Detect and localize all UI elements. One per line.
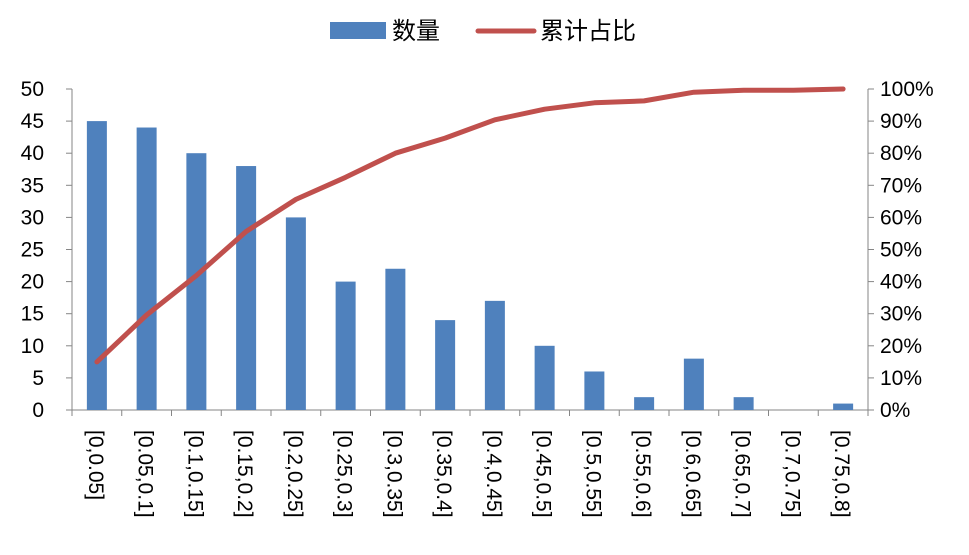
right-tick-label: 40% — [880, 271, 922, 294]
left-tick-label: 35 — [21, 174, 44, 197]
left-tick-label: 15 — [21, 303, 44, 326]
left-tick-label: 45 — [21, 110, 44, 133]
right-tick-label: 50% — [880, 239, 922, 262]
x-tick-label: [0.05,0.1] — [134, 430, 157, 518]
bar — [86, 121, 107, 410]
bar — [236, 166, 257, 410]
x-tick-label: [0.4,0.45] — [482, 430, 505, 518]
legend: 数量 累计占比 — [330, 17, 636, 45]
right-tick-label: 30% — [880, 303, 922, 326]
x-tick-label: [0.3,0.35] — [382, 430, 405, 518]
x-tick-label: [0.6,0.65] — [681, 430, 704, 518]
bar — [634, 397, 655, 410]
bar — [335, 281, 356, 410]
bar — [385, 268, 406, 410]
bar — [484, 300, 505, 410]
x-tick-label: [0,0.05] — [84, 430, 107, 500]
bar — [683, 358, 704, 410]
x-tick-label: [0.15,0.2] — [233, 430, 256, 518]
bar — [285, 217, 306, 410]
right-tick-label: 70% — [880, 174, 922, 197]
left-tick-label: 0 — [32, 399, 44, 422]
x-tick-label: [0.5,0.55] — [581, 430, 604, 518]
left-tick-label: 25 — [21, 239, 44, 262]
bar — [186, 153, 207, 410]
right-tick-label: 20% — [880, 335, 922, 358]
x-tick-label: [0.7,0.75] — [780, 430, 803, 518]
right-tick-label: 10% — [880, 367, 922, 390]
x-tick-label: [0.25,0.3] — [333, 430, 356, 518]
tick-labels: 0 5 10 15 20 25 30 35 40 45 50 0% 10% 20% 30% 40% 50% 60%… — [21, 78, 934, 518]
right-tick-label: 60% — [880, 206, 922, 229]
legend-label-line: 累计占比 — [540, 17, 636, 45]
bar — [435, 320, 456, 410]
cumulative-line — [94, 86, 846, 365]
bar — [534, 345, 555, 410]
x-tick-label: [0.2,0.25] — [283, 430, 306, 518]
left-tick-label: 30 — [21, 206, 44, 229]
x-tick-label: [0.1,0.15] — [183, 430, 206, 518]
x-tick-label: [0.75,0.8] — [830, 430, 853, 518]
right-tick-label: 80% — [880, 142, 922, 165]
left-tick-label: 50 — [21, 78, 44, 101]
bar-series — [86, 121, 854, 411]
bar — [584, 371, 605, 410]
line-series — [94, 86, 846, 365]
x-tick-label: [0.65,0.7] — [731, 430, 754, 518]
left-tick-label: 40 — [21, 142, 44, 165]
right-tick-label: 90% — [880, 110, 922, 133]
right-tick-label: 100% — [880, 78, 934, 101]
bar — [733, 397, 754, 410]
left-tick-label: 10 — [21, 335, 44, 358]
bar — [833, 403, 854, 410]
x-tick-label: [0.45,0.5] — [532, 430, 555, 518]
legend-swatch-bar — [330, 22, 386, 39]
bar — [136, 127, 157, 411]
x-tick-label: [0.55,0.6] — [631, 430, 654, 518]
legend-label-bar: 数量 — [392, 17, 440, 45]
left-tick-label: 5 — [32, 367, 44, 390]
x-tick-label: [0.35,0.4] — [432, 430, 455, 518]
right-tick-label: 0% — [880, 399, 910, 422]
left-tick-label: 20 — [21, 271, 44, 294]
